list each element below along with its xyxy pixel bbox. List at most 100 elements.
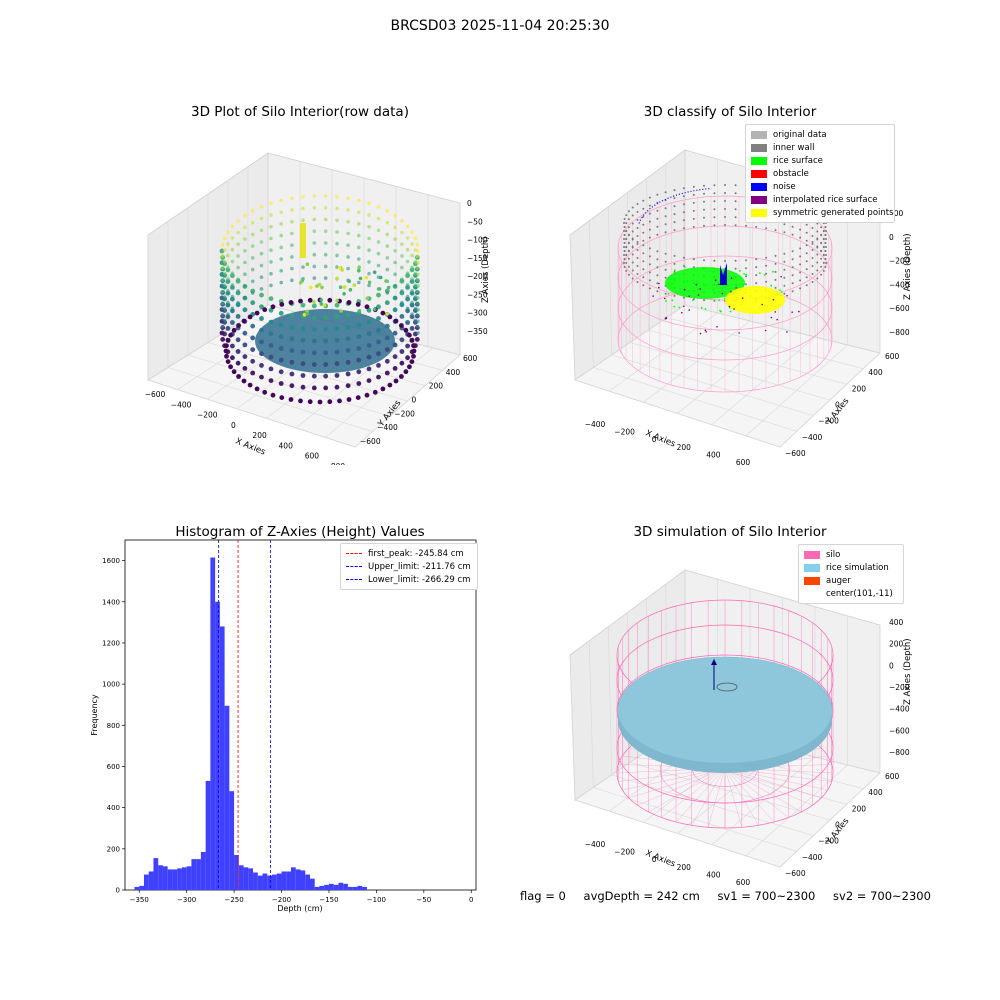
rice-surface-point	[721, 284, 724, 287]
wall-point	[289, 336, 295, 342]
inner-wall-point	[631, 277, 634, 280]
inner-wall-point	[642, 199, 645, 202]
floor-point	[411, 353, 416, 359]
rice-surface-point	[686, 279, 689, 282]
legend-item: auger	[804, 574, 898, 587]
inner-wall-point	[745, 224, 747, 227]
wall-point	[346, 219, 350, 224]
inner-wall-point	[791, 274, 794, 277]
inner-wall-point	[636, 241, 639, 243]
raw-plot-title: 3D Plot of Silo Interior(row data)	[191, 104, 409, 120]
wall-point	[392, 354, 398, 359]
rice-surface-point	[763, 274, 766, 276]
floor-point	[279, 302, 285, 307]
histogram-bar	[243, 867, 249, 890]
raw-3d-plot[interactable]: −600−400−2000200400600800 −600−400−20002…	[120, 135, 500, 465]
silo-ring	[617, 255, 833, 361]
floor-spoke	[628, 767, 726, 799]
wall-point	[357, 233, 361, 238]
inner-wall-point	[811, 227, 814, 229]
z-tick-label: −600	[889, 304, 910, 313]
wall-point	[334, 326, 340, 331]
histogram-bar	[357, 885, 363, 890]
floor-point	[228, 332, 233, 338]
wall-point	[243, 284, 247, 288]
inner-wall-point	[631, 230, 634, 233]
wall-point	[222, 248, 227, 252]
wall-point	[269, 213, 273, 217]
wall-point	[399, 337, 405, 343]
inner-wall-point	[824, 258, 827, 260]
inner-wall-point	[799, 247, 802, 250]
wall-point	[323, 194, 328, 198]
wall-point	[405, 294, 410, 299]
inner-wall-point	[799, 255, 802, 258]
surface-point	[298, 281, 303, 285]
inner-wall-point	[713, 192, 716, 195]
rice-surface-point	[667, 293, 670, 295]
wall-point	[226, 242, 230, 246]
wall-point	[376, 304, 381, 310]
wall-point	[399, 360, 405, 366]
rice-surface-point	[779, 289, 781, 291]
wall-point	[226, 253, 230, 258]
inner-wall-point	[642, 260, 645, 263]
inner-wall-point	[765, 280, 768, 283]
floor-point	[224, 353, 229, 359]
interpolated-point	[705, 331, 707, 333]
wall-point	[376, 251, 381, 256]
interpolated-point	[730, 290, 732, 293]
legend-label: rice simulation	[826, 562, 889, 573]
histogram-bar	[134, 886, 140, 890]
grid-line	[325, 347, 433, 438]
inner-wall-point	[734, 259, 737, 262]
wall-point	[222, 318, 227, 323]
wall-point	[356, 334, 362, 339]
x-axis-label: X Axies	[644, 849, 677, 870]
wall-point	[222, 259, 227, 264]
rice-surface-point	[727, 285, 730, 287]
histogram-bar	[347, 886, 353, 890]
wall-point	[376, 374, 381, 380]
wall-point	[334, 384, 340, 390]
wall-point	[269, 283, 273, 288]
legend-swatch	[751, 169, 767, 178]
wall-point	[357, 198, 361, 203]
inner-wall-point	[724, 260, 726, 262]
wall-point	[230, 224, 235, 229]
inner-wall-point	[825, 254, 827, 256]
wall-point	[312, 252, 317, 257]
surface-point	[335, 276, 339, 281]
wall-point	[392, 366, 398, 371]
inner-wall-point	[627, 257, 630, 260]
interpolated-point	[658, 286, 660, 289]
histogram-bar	[362, 886, 367, 890]
inner-wall-point	[783, 292, 786, 295]
inner-wall-point	[805, 231, 808, 234]
z-tick-label: −200	[889, 257, 910, 266]
inner-wall-point	[642, 252, 645, 255]
wall-point	[346, 208, 350, 212]
x-tick-label: −200	[272, 896, 291, 904]
surface-point	[358, 276, 363, 281]
grid-line	[588, 640, 594, 788]
wall-point	[236, 219, 240, 223]
x-tick-labels: −400 −200 0 200 400 600	[585, 840, 751, 885]
inner-wall-point	[627, 242, 630, 245]
floor-point	[409, 359, 415, 364]
grid-line	[745, 344, 848, 437]
simulation-legend: silo rice simulation auger center(101,-11)	[798, 544, 904, 604]
wall-point	[226, 312, 230, 316]
inner-wall-point	[703, 216, 705, 219]
histogram-chart[interactable]: −350 −300 −250 −200 −150 −100 −50 0 0 200 400 600 8…	[80, 535, 490, 920]
inner-wall-point	[642, 239, 645, 242]
wall-point	[367, 236, 371, 241]
y-tick-label: 1400	[102, 598, 120, 606]
interpolated-point	[735, 287, 737, 289]
floor-point	[393, 318, 399, 324]
inner-wall-point	[774, 254, 777, 257]
rice-surface-point	[671, 282, 674, 284]
interpolated-point	[688, 295, 690, 297]
